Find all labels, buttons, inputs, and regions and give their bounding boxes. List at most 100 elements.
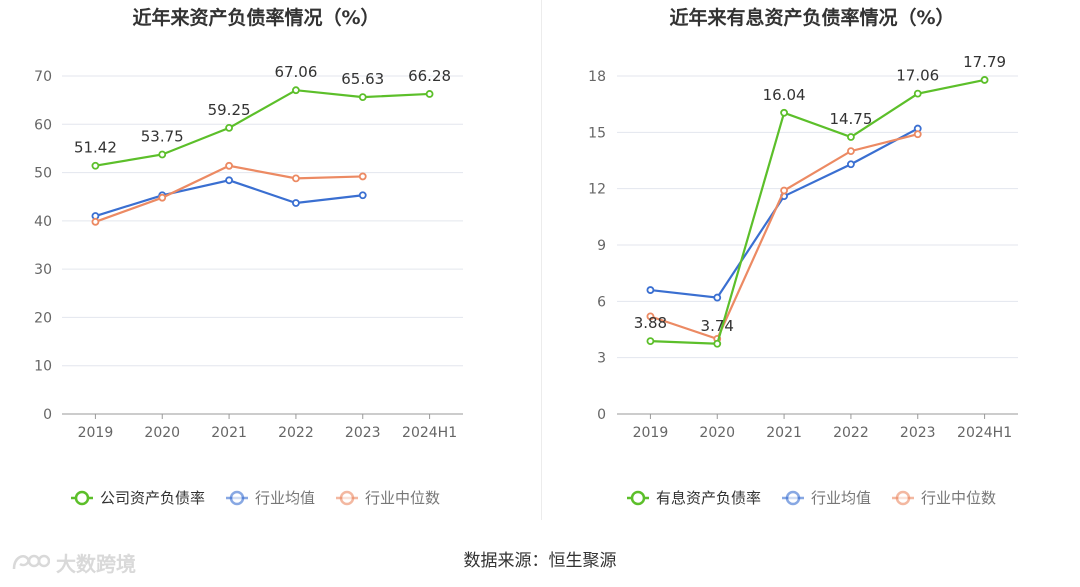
series-line xyxy=(650,133,919,341)
y-tick-label: 30 xyxy=(34,262,52,278)
chart-divider xyxy=(541,0,542,520)
y-tick-label: 6 xyxy=(597,294,606,310)
y-tick-label: 20 xyxy=(34,310,52,326)
legend-item[interactable]: 行业均值 xyxy=(226,489,315,507)
series-line xyxy=(95,179,363,218)
data-point xyxy=(646,337,655,346)
data-point xyxy=(225,176,233,185)
data-point xyxy=(425,90,434,98)
x-tick-label: 2024H1 xyxy=(402,425,457,441)
legend: 公司资产负债率 行业均值 行业中位数 xyxy=(71,489,440,507)
y-tick-label: 18 xyxy=(588,69,606,85)
data-point xyxy=(780,186,788,195)
data-point xyxy=(713,293,722,302)
legend-label: 行业均值 xyxy=(255,489,315,507)
data-point xyxy=(292,86,300,95)
data-point xyxy=(91,217,100,226)
data-point xyxy=(913,130,922,139)
legend-label: 行业中位数 xyxy=(365,489,440,507)
x-tick-label: 2022 xyxy=(278,425,314,441)
data-point xyxy=(158,193,167,202)
chart-panel-2: 近年来有息资产负债率情况（%） 0 3 6 9 12 15 18 2019 2020 2021 202… xyxy=(588,6,1018,507)
data-point xyxy=(225,124,233,132)
legend-label: 公司资产负债率 xyxy=(100,489,205,507)
data-point xyxy=(91,161,100,170)
legend: 有息资产负债率 行业均值 行业中位数 xyxy=(627,489,996,507)
series-line xyxy=(650,127,919,299)
legend-item[interactable]: 行业均值 xyxy=(782,489,871,507)
y-tick-label: 12 xyxy=(588,182,606,198)
x-tick-label: 2021 xyxy=(766,425,802,441)
series-line xyxy=(95,89,430,167)
series-line xyxy=(95,164,363,223)
data-point xyxy=(847,133,855,141)
x-tick-label: 2020 xyxy=(699,425,735,441)
data-label: 51.42 xyxy=(74,139,117,157)
x-tick-label: 2022 xyxy=(833,425,869,441)
data-source-note: 数据来源：恒生聚源 xyxy=(463,551,617,571)
chart-title: 近年来资产负债率情况（%） xyxy=(132,6,379,29)
chart-panel-1: 近年来资产负债率情况（%） 0 10 20 30 40 50 60 70 2019 2020 2021… xyxy=(34,6,463,507)
data-point xyxy=(913,89,922,98)
legend-marker xyxy=(74,490,90,506)
legend-label: 行业均值 xyxy=(811,489,871,507)
data-label: 17.79 xyxy=(963,53,1006,71)
legend-marker xyxy=(229,490,245,506)
data-label: 3.74 xyxy=(701,317,734,335)
data-label: 3.88 xyxy=(634,314,667,332)
watermark-text: 大数跨境 xyxy=(56,551,136,576)
y-tick-label: 60 xyxy=(34,117,52,133)
legend-marker xyxy=(630,490,646,506)
data-point xyxy=(358,172,367,181)
legend-item[interactable]: 公司资产负债率 xyxy=(71,489,205,507)
legend-label: 有息资产负债率 xyxy=(656,489,761,507)
data-point xyxy=(646,312,655,321)
x-tick-label: 2023 xyxy=(345,425,381,441)
legend-item[interactable]: 行业中位数 xyxy=(892,489,996,507)
x-tick-label: 2020 xyxy=(144,425,180,441)
y-tick-label: 3 xyxy=(597,351,606,367)
y-tick-label: 9 xyxy=(597,238,606,254)
legend-item[interactable]: 有息资产负债率 xyxy=(627,489,761,507)
data-point xyxy=(646,286,655,294)
data-point xyxy=(780,108,788,117)
y-tick-label: 15 xyxy=(588,125,606,141)
legend-item[interactable]: 行业中位数 xyxy=(336,489,440,507)
x-tick-label: 2023 xyxy=(900,425,936,441)
data-point xyxy=(847,160,855,169)
legend-marker xyxy=(895,490,911,506)
data-label: 67.06 xyxy=(274,63,317,81)
data-point xyxy=(292,199,300,207)
series-line xyxy=(650,78,985,345)
chart-title: 近年来有息资产负债率情况（%） xyxy=(669,6,954,29)
data-point xyxy=(292,174,300,183)
y-tick-label: 10 xyxy=(34,359,52,375)
data-label: 65.63 xyxy=(341,70,384,88)
data-label: 14.75 xyxy=(829,110,872,128)
data-label: 59.25 xyxy=(208,101,251,119)
legend-label: 行业中位数 xyxy=(921,489,996,507)
x-tick-label: 2024H1 xyxy=(957,425,1012,441)
watermark: 大数跨境 xyxy=(10,548,136,576)
data-label: 53.75 xyxy=(141,127,184,145)
data-point xyxy=(847,147,855,156)
data-label: 16.04 xyxy=(763,86,806,104)
data-label: 66.28 xyxy=(408,67,451,85)
y-tick-label: 0 xyxy=(597,407,606,423)
data-point xyxy=(713,339,722,348)
legend-marker xyxy=(339,490,355,506)
data-point xyxy=(358,93,367,102)
data-point xyxy=(158,150,167,159)
x-tick-label: 2021 xyxy=(211,425,247,441)
logo-mark-icon xyxy=(12,554,50,570)
data-point xyxy=(358,191,367,200)
data-point xyxy=(225,161,233,170)
y-tick-label: 70 xyxy=(34,69,52,85)
x-tick-label: 2019 xyxy=(633,425,669,441)
data-point xyxy=(980,76,989,84)
data-label: 17.06 xyxy=(896,67,939,85)
legend-marker xyxy=(785,490,801,506)
y-tick-label: 50 xyxy=(34,166,52,182)
